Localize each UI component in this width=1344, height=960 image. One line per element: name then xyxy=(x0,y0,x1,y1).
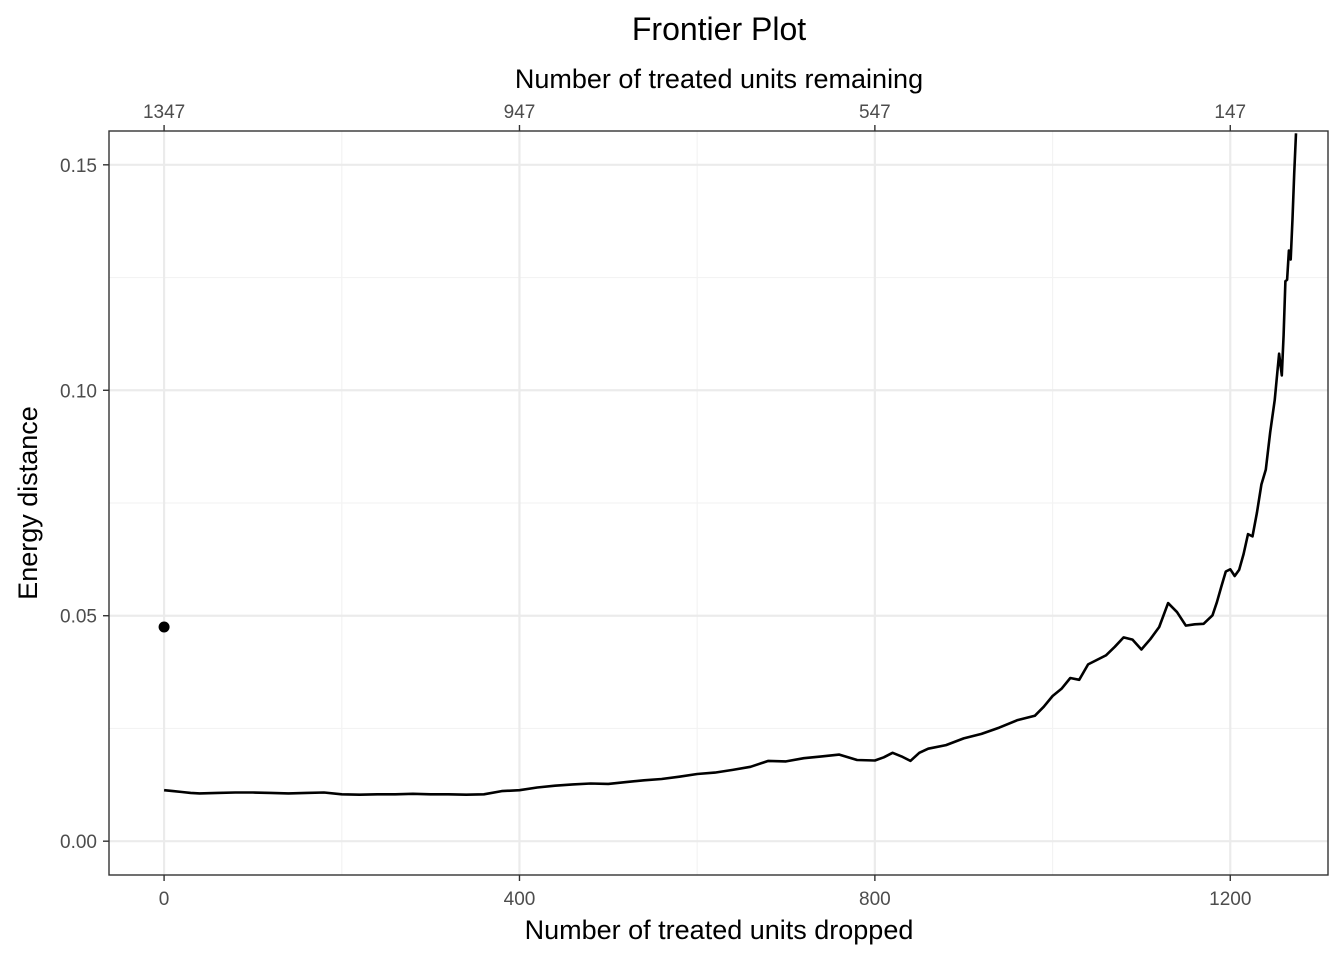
y-tick-label: 0.10 xyxy=(60,381,97,402)
x-axis-title: Number of treated units dropped xyxy=(525,915,914,945)
x-tick-label: 0 xyxy=(159,889,170,910)
x-tick-label: 1200 xyxy=(1209,889,1251,910)
axes: 0 400 800 1200 1347 947 547 147 0.00 0.05 0.10 0.15 xyxy=(60,102,1251,910)
grid xyxy=(109,131,1328,875)
frontier-line xyxy=(163,133,1298,797)
y-axis-title: Energy distance xyxy=(13,406,43,600)
initial-point xyxy=(158,621,170,633)
x2-tick-label: 147 xyxy=(1214,102,1246,123)
y-tick-label: 0.00 xyxy=(60,832,97,853)
series-layer xyxy=(158,133,1298,797)
x-tick-label: 800 xyxy=(859,889,891,910)
y-tick-label: 0.15 xyxy=(60,156,97,177)
chart-title: Frontier Plot xyxy=(632,11,806,47)
y-tick-label: 0.05 xyxy=(60,607,97,628)
x2-tick-label: 1347 xyxy=(143,102,185,123)
x-tick-label: 400 xyxy=(504,889,536,910)
top-axis-title: Number of treated units remaining xyxy=(515,64,923,94)
x2-tick-label: 547 xyxy=(859,102,891,123)
x2-tick-label: 947 xyxy=(504,102,536,123)
plot-panel-border xyxy=(108,130,1329,876)
